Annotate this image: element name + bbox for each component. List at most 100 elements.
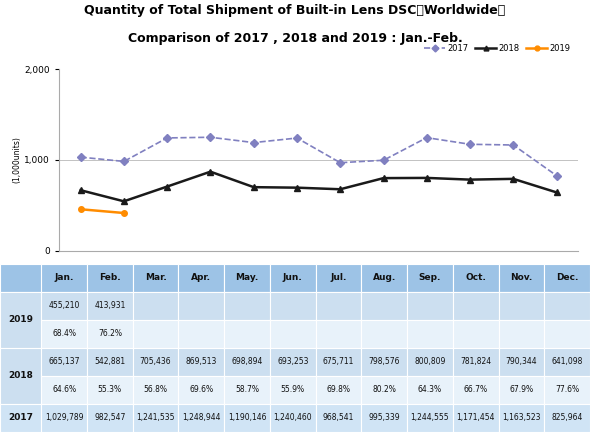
- Bar: [179, 376, 224, 404]
- Bar: [133, 320, 178, 348]
- Text: 995,339: 995,339: [368, 413, 400, 422]
- Bar: [179, 264, 224, 292]
- Bar: [407, 320, 453, 348]
- Bar: [544, 404, 590, 432]
- Text: Dec.: Dec.: [556, 273, 578, 282]
- Text: 2019: 2019: [8, 315, 33, 324]
- Text: 825,964: 825,964: [552, 413, 583, 422]
- Bar: [316, 264, 361, 292]
- Bar: [316, 404, 361, 432]
- Text: 982,547: 982,547: [94, 413, 126, 422]
- Text: 705,436: 705,436: [140, 357, 172, 366]
- Bar: [361, 376, 407, 404]
- Bar: [453, 264, 499, 292]
- Bar: [41, 404, 87, 432]
- Bar: [407, 404, 453, 432]
- Bar: [361, 348, 407, 376]
- Bar: [224, 320, 270, 348]
- Text: 69.6%: 69.6%: [189, 385, 214, 394]
- Bar: [87, 320, 133, 348]
- Text: 693,253: 693,253: [277, 357, 309, 366]
- Bar: [499, 320, 544, 348]
- Bar: [270, 404, 316, 432]
- Text: Oct.: Oct.: [466, 273, 486, 282]
- Text: 413,931: 413,931: [94, 301, 126, 310]
- Bar: [453, 320, 499, 348]
- Text: 781,824: 781,824: [460, 357, 491, 366]
- Bar: [499, 404, 544, 432]
- Bar: [316, 320, 361, 348]
- Bar: [0, 292, 41, 348]
- Text: 1,241,535: 1,241,535: [136, 413, 175, 422]
- Bar: [361, 404, 407, 432]
- Text: 1,163,523: 1,163,523: [502, 413, 540, 422]
- Bar: [224, 404, 270, 432]
- Text: 790,344: 790,344: [506, 357, 537, 366]
- Y-axis label: (1,000units): (1,000units): [12, 137, 21, 183]
- Text: 66.7%: 66.7%: [464, 385, 488, 394]
- Text: 56.8%: 56.8%: [143, 385, 168, 394]
- Text: 2017: 2017: [8, 413, 33, 422]
- Bar: [270, 348, 316, 376]
- Text: 641,098: 641,098: [552, 357, 583, 366]
- Text: 1,248,944: 1,248,944: [182, 413, 221, 422]
- Text: 1,029,789: 1,029,789: [45, 413, 83, 422]
- Text: 80.2%: 80.2%: [372, 385, 396, 394]
- Bar: [544, 320, 590, 348]
- Bar: [224, 348, 270, 376]
- Bar: [544, 376, 590, 404]
- Text: Feb.: Feb.: [99, 273, 121, 282]
- Bar: [179, 348, 224, 376]
- Bar: [361, 292, 407, 320]
- Text: 542,881: 542,881: [94, 357, 126, 366]
- Bar: [133, 292, 178, 320]
- Bar: [270, 320, 316, 348]
- Bar: [407, 264, 453, 292]
- Bar: [133, 348, 178, 376]
- Text: Jul.: Jul.: [330, 273, 347, 282]
- Bar: [0, 348, 41, 404]
- Bar: [499, 264, 544, 292]
- Text: Nov.: Nov.: [510, 273, 533, 282]
- Text: 58.7%: 58.7%: [235, 385, 259, 394]
- Text: 800,809: 800,809: [414, 357, 445, 366]
- Bar: [0, 404, 41, 432]
- Bar: [87, 264, 133, 292]
- Text: 869,513: 869,513: [186, 357, 217, 366]
- Bar: [316, 376, 361, 404]
- Bar: [453, 348, 499, 376]
- Text: Comparison of 2017 , 2018 and 2019 : Jan.-Feb.: Comparison of 2017 , 2018 and 2019 : Jan…: [127, 32, 463, 45]
- Text: 67.9%: 67.9%: [509, 385, 533, 394]
- Bar: [41, 376, 87, 404]
- Text: 55.3%: 55.3%: [98, 385, 122, 394]
- Text: 968,541: 968,541: [323, 413, 354, 422]
- Bar: [407, 348, 453, 376]
- Bar: [361, 320, 407, 348]
- Bar: [316, 292, 361, 320]
- Bar: [544, 264, 590, 292]
- Text: Apr.: Apr.: [191, 273, 211, 282]
- Text: 455,210: 455,210: [48, 301, 80, 310]
- Text: 798,576: 798,576: [369, 357, 400, 366]
- Bar: [41, 292, 87, 320]
- Bar: [270, 264, 316, 292]
- Text: Mar.: Mar.: [145, 273, 166, 282]
- Text: 68.4%: 68.4%: [52, 329, 76, 338]
- Bar: [544, 348, 590, 376]
- Text: 698,894: 698,894: [231, 357, 263, 366]
- Bar: [453, 404, 499, 432]
- Text: 665,137: 665,137: [48, 357, 80, 366]
- Bar: [179, 404, 224, 432]
- Bar: [544, 292, 590, 320]
- Bar: [224, 376, 270, 404]
- Text: Jan.: Jan.: [54, 273, 74, 282]
- Text: 69.8%: 69.8%: [326, 385, 350, 394]
- Bar: [133, 404, 178, 432]
- Bar: [453, 292, 499, 320]
- Bar: [407, 292, 453, 320]
- Bar: [270, 376, 316, 404]
- Bar: [41, 264, 87, 292]
- Text: Quantity of Total Shipment of Built-in Lens DSC【Worldwide】: Quantity of Total Shipment of Built-in L…: [84, 4, 506, 17]
- Text: May.: May.: [235, 273, 258, 282]
- Bar: [361, 264, 407, 292]
